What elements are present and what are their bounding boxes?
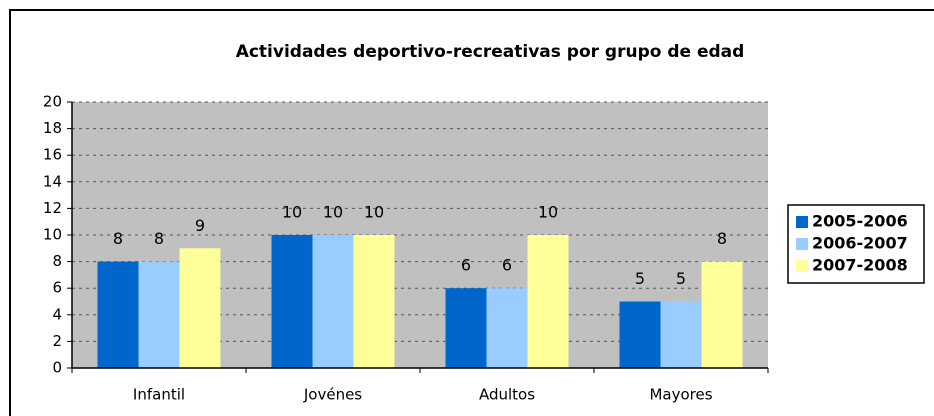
bar xyxy=(486,288,528,368)
y-tick-label: 16 xyxy=(43,146,62,164)
data-label: 8 xyxy=(717,229,727,248)
y-tick-label: 2 xyxy=(52,332,62,350)
bar xyxy=(312,235,354,368)
legend-label: 2006-2007 xyxy=(812,234,908,253)
x-tick-label: Adultos xyxy=(479,386,535,404)
chart-title: Actividades deportivo-recreativas por gr… xyxy=(236,42,745,62)
data-label: 8 xyxy=(154,229,164,248)
legend-swatch xyxy=(796,216,808,228)
data-label: 5 xyxy=(635,269,645,288)
legend-swatch xyxy=(796,238,808,250)
y-tick-label: 12 xyxy=(43,199,62,217)
y-tick-label: 14 xyxy=(43,172,62,190)
legend xyxy=(787,204,925,284)
data-label: 10 xyxy=(282,203,302,222)
y-tick-label: 4 xyxy=(52,305,62,323)
data-label: 6 xyxy=(461,256,471,275)
data-label: 10 xyxy=(364,203,384,222)
data-label: 9 xyxy=(195,216,205,235)
y-tick-label: 18 xyxy=(43,119,62,137)
y-tick-label: 8 xyxy=(52,252,62,270)
bar xyxy=(701,261,743,368)
y-tick-label: 0 xyxy=(52,359,62,377)
bar xyxy=(179,248,221,368)
bar xyxy=(619,301,661,368)
data-label: 10 xyxy=(323,203,343,222)
y-tick-label: 10 xyxy=(43,226,62,244)
x-tick-label: Mayores xyxy=(649,386,712,404)
data-label: 10 xyxy=(538,203,558,222)
legend-label: 2005-2006 xyxy=(812,212,908,231)
bar xyxy=(97,261,139,368)
x-tick-label: Infantil xyxy=(133,386,185,404)
bar xyxy=(353,235,395,368)
legend-label: 2007-2008 xyxy=(812,256,908,275)
bar xyxy=(527,235,569,368)
bar xyxy=(660,301,702,368)
data-label: 8 xyxy=(113,229,123,248)
x-tick-label: Jovénes xyxy=(303,386,362,404)
y-tick-label: 6 xyxy=(52,279,62,297)
bar xyxy=(138,261,180,368)
legend-swatch xyxy=(796,260,808,272)
bar xyxy=(271,235,313,368)
data-label: 6 xyxy=(502,256,512,275)
bar xyxy=(445,288,487,368)
y-tick-label: 20 xyxy=(43,93,62,111)
data-label: 5 xyxy=(676,269,686,288)
